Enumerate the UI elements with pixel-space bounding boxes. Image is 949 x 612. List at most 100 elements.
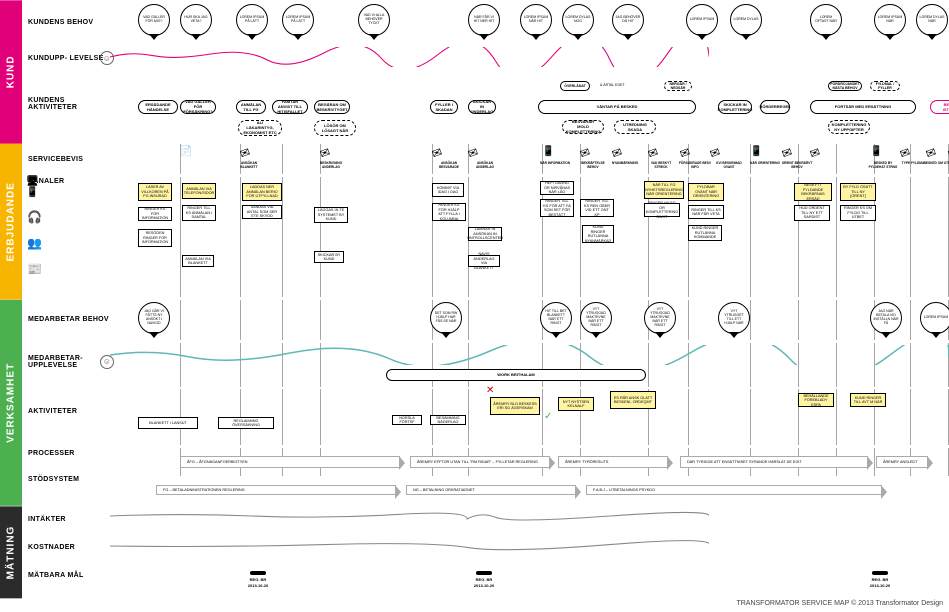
connector-line [542, 389, 543, 445]
mupp-bar: WORK BRITHALAM [386, 369, 646, 381]
lane-kanal: LÄSER AV VILLKOREN PÅ FG.INSURADRINGER K… [110, 177, 949, 297]
akt-box: BEHÅLLANDE FÖREBLADY ESPA [798, 393, 834, 407]
akt-box: KUND RINGER TILL AYT M NÄR [850, 393, 886, 407]
serv-label: ANSÖKAN BLANKETT [232, 162, 266, 169]
erb-vbar: ERBJUDANDE [0, 144, 22, 300]
int-wave [110, 506, 709, 526]
connector-line [468, 300, 469, 340]
connector-line [688, 389, 689, 445]
kakt-oval: NERGÅR / NEDSÅR [664, 81, 692, 91]
kanal-box: NÄR TILL FG NYHETSREGLERING NÄR ORIENTER… [644, 181, 684, 199]
target-marker: REG. BR2013-10-20 [862, 571, 898, 591]
phone-icon: 📱 [870, 146, 882, 157]
mail-icon: ✉ [708, 145, 722, 162]
kanal-box: RINGER KS FÖR INFORMATION [138, 207, 172, 221]
akt-box: ÅREMRY BLO BESKESS ERI SG ÄGERSKAM [490, 397, 540, 415]
kanal-box: LÄMNAR IN ANSÖKAN IN ONTROLLSCENTER [468, 227, 502, 241]
lane-mupp: WORK BRITHALAM [110, 343, 949, 387]
mb-bubble: VYT YTRUGGET TILL ETT HJÄLP NÄR [718, 302, 750, 334]
x-mark-icon: ✕ [486, 385, 494, 396]
lane-label-stod: STÖDSYSTEM [22, 468, 110, 492]
connector-line [750, 389, 751, 445]
kanal-box: LÄGGAS IN TE SYSTEMET BY KUND [314, 207, 348, 223]
kanal-box: ANMÄLAN VIA TELEFON/SIDOR [182, 183, 216, 199]
akt-box: BESÄMMING NÄDERLAG [430, 415, 466, 425]
proc-bar: ÅFG – ÅFGNÄGANFOERBIGTYEN [180, 456, 400, 468]
kakt-oval: FYLDMAL / FYLLER [870, 81, 900, 91]
kanal-box: HUD ORDENT TILL NY ETT SARDIST [794, 205, 830, 221]
akt-box: BLANKETT I LANSUT [138, 417, 198, 429]
behov-bubble: LOREM IPSUM PÅ LÄTT [236, 4, 268, 36]
serv-label: BEKRÄFTELSE BEHOV [576, 162, 610, 169]
kakt-oval: ERSÄDANDE HÄNDELSE [138, 100, 178, 114]
serv-label: FÖRSÄKRADE BESV INFO [678, 162, 712, 169]
behov-bubble: VAD VI ALLA BEHÖVER TYCKT [358, 4, 390, 36]
serv-label: VAD BESKYT STRECK [644, 162, 678, 169]
mail-icon: ✉ [678, 145, 692, 162]
mb-bubble: JAG NÄR BETALA VID INSTÄLLN NÄR FÅ [870, 302, 902, 334]
kanal-box: BY FYLD OSÄTT TILL NY [ORENT] [840, 183, 876, 201]
devices-icon: 🖥📱 [26, 176, 44, 198]
kakt-oval-dashed: UTREDNING SKADA [614, 120, 656, 134]
target-marker: REG. BR2013-10-20 [466, 571, 502, 591]
med-experience-wave [110, 345, 949, 365]
connector-line [180, 177, 181, 297]
kakt-oval: BEGÄRAN OM BESKRIVTYGET [314, 100, 350, 114]
serv-label: KVI BESKRIMAD OVANT [712, 162, 746, 169]
proc-bar: ÅREMRY ANSLEDT [876, 456, 928, 468]
lane-label-mupp: MEDARBETAR- UPPLEVELSE ☺ [22, 340, 110, 384]
connector-line [240, 177, 241, 297]
kakt-oval-dashed: LÖSÖR OM LÖSAGT NÅR [314, 120, 356, 136]
serv-label: ORIENT BEKRÄRVT BEHOV [780, 162, 814, 169]
serv-label: NÄR INFORMATION [538, 162, 572, 166]
kund-vbar: KUND [0, 0, 22, 144]
kakt-oval-dashed: ALI LÄKARINTYG, EKONOMIST ETC [238, 120, 282, 136]
connector-line [750, 177, 751, 297]
lane-label-kost: KOSTNADER [22, 534, 110, 562]
kakt-oval-wide: VÄNTAR PÅ BESKED [538, 100, 696, 114]
serv-label: NYANMÄRKNING [608, 162, 642, 166]
mb-bubble: HIT TILL BET BLANKETT NÄR ETT RINGT [540, 302, 572, 334]
akt-box: NYT NYSTSEN KELNALF [558, 397, 594, 411]
akt-box: REGLAMMNG ÖVERSÄKNING [218, 417, 274, 429]
kanal-box: HEFTGÄRNG OR NIRVÅNAS NÄR LÅG [540, 181, 574, 195]
mail-icon: ✉ [610, 145, 624, 162]
proc-bar: ÅREMRY EFFTOR UTAN TILL "RM RIDAR" – FYL… [410, 456, 550, 468]
serv-label: NÄR ORIENTERING [748, 162, 782, 166]
behov-bubble: LOREM IPSUM NÄR [874, 4, 906, 36]
newspaper-icon: 📰 [27, 262, 42, 276]
mail-icon: ✉ [924, 145, 938, 162]
document-icon: 📄 [180, 146, 192, 157]
connector-line [798, 300, 799, 340]
serv-label: ANSÖKAN BESVARADE [432, 162, 466, 169]
people-icon: 👥 [27, 236, 42, 250]
lane-label-behov: KUNDENS BEHOV [22, 0, 110, 44]
kakt-oval: VAD GÄLLER FÖR FÖRSÄKRING? [180, 100, 216, 114]
lane-label-kakt: KUNDENS AKTIVITETER [22, 72, 110, 136]
verk-vbar: VERKSAMHET [0, 300, 22, 506]
connector-line [320, 389, 321, 445]
kakt-oval: FÖRDRÖJANDET NÄSTA BEHOV [828, 81, 862, 91]
connector-line [282, 389, 283, 445]
kanal-box: RINGER KS FÖR HJÄLP ATT FYLLA I KOLUMNA [432, 203, 466, 221]
mb-bubble: VYT YTRUGGAD MAKTEVNE NÄR ETT RINGT [580, 302, 612, 334]
kakt-oval-wide: FORTSÄR MED ERSÄTTNING [810, 100, 916, 114]
connector-line [542, 177, 543, 297]
akt-box: NORSLA FÖRTSF [392, 415, 422, 425]
connector-line [836, 177, 837, 297]
behov-bubble: NÄR FÅR VI HIT NER HIT [468, 4, 500, 36]
kanal-box: BESKYTT FYLDANDE BEKRÄRNAS ERSÄD [794, 183, 832, 201]
lane-label-servb: SERVICEBEVIS [22, 144, 110, 174]
kakt-oval-dashed: KOMPLETTERING NY UPPGIFTER [828, 120, 870, 134]
lane-akt: ✕ ✓ BLANKETT I LANSUTREGLAMMNG ÖVERSÄKNI… [110, 389, 949, 445]
connector-line [320, 177, 321, 297]
proc-bar: DÄR TYRIGGE ATT ENSÄTTNISET SYRANDE HÄRS… [680, 456, 868, 468]
connector-line [836, 144, 837, 174]
mat-vbar: MÄTNING [0, 506, 22, 598]
behov-bubble: HUR SKA JAG VETA? [180, 4, 212, 36]
connector-line [910, 389, 911, 445]
kakt-note: & ÄRTAL EGET [600, 83, 625, 87]
mb-bubble: DET SOM RW HJÄLP HAR FÅS SE NÄR [430, 302, 462, 334]
kanal-box: FYLDBAR OVANT NÄR ORIENTERING [688, 183, 724, 201]
connector-line [836, 300, 837, 340]
